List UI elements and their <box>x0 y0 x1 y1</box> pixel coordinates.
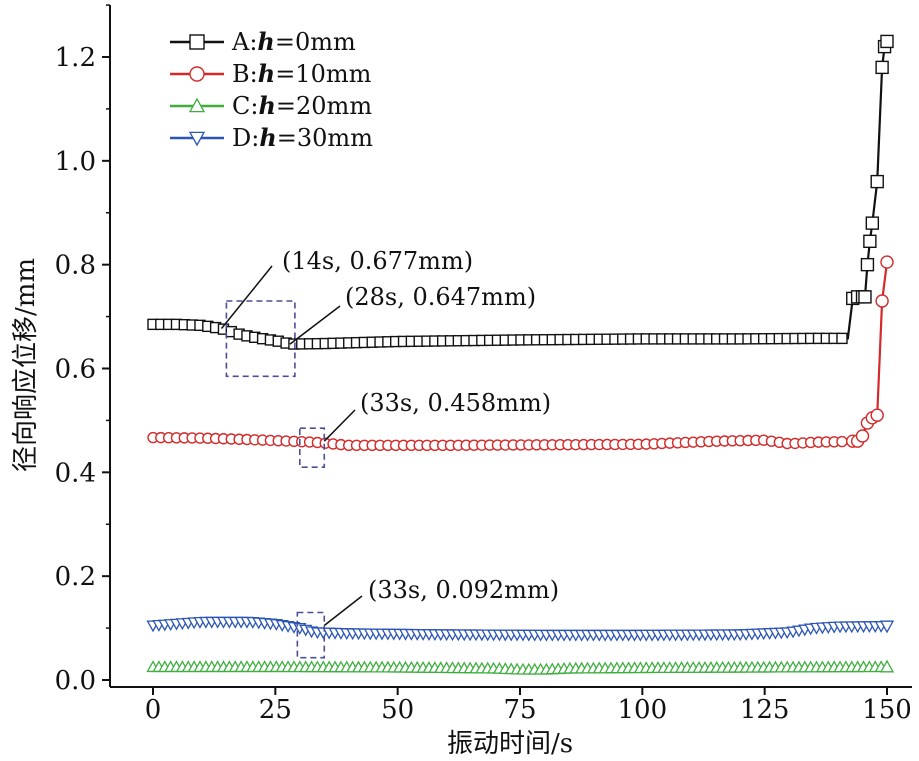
legend-item-a: A:h=0mm <box>170 27 356 56</box>
data-point <box>870 174 884 189</box>
x-tick-label: 100 <box>618 695 668 725</box>
annotation-label: (14s, 0.677mm) <box>282 247 473 275</box>
legend-label: D:h=30mm <box>232 123 373 152</box>
data-point <box>879 620 895 634</box>
x-tick-label: 0 <box>145 695 162 725</box>
annotation-label: (28s, 0.647mm) <box>345 283 536 311</box>
data-point <box>875 60 889 75</box>
legend: A:h=0mm B:h=10mm C:h=20mm D:h=30mm <box>170 27 373 152</box>
data-point <box>860 257 875 272</box>
legend-item-d: D:h=30mm <box>170 123 373 152</box>
annotation-label: (33s, 0.458mm) <box>360 389 551 417</box>
series-d <box>146 616 895 642</box>
highlight-box <box>298 427 326 468</box>
data-point <box>875 294 889 308</box>
y-axis-title: 径向响应位移/mm <box>11 258 41 472</box>
y-tick-label: 0.4 <box>55 458 96 488</box>
legend-label: B:h=10mm <box>232 59 372 88</box>
annotation-leader <box>323 595 363 627</box>
series-c <box>146 659 895 675</box>
annotation: (28s, 0.647mm) <box>289 283 536 345</box>
y-tick-label: 0.8 <box>55 251 96 281</box>
x-axis-title: 振动时间/s <box>447 729 573 759</box>
legend-marker <box>189 66 205 82</box>
legend-label: C:h=20mm <box>232 91 372 120</box>
highlight-box <box>296 611 326 659</box>
series-layer <box>146 34 895 675</box>
annotation: (33s, 0.092mm) <box>323 576 559 627</box>
data-point <box>836 435 848 448</box>
y-tick-label: 0.6 <box>55 355 96 385</box>
axes <box>109 5 912 688</box>
y-tick-label: 0.2 <box>55 562 96 592</box>
annotation-leader <box>323 409 356 442</box>
series-a <box>147 34 894 350</box>
data-point <box>880 34 894 49</box>
data-point <box>858 290 872 304</box>
data-point <box>870 408 884 422</box>
legend-marker <box>188 97 206 113</box>
x-tick-label: 25 <box>259 695 292 725</box>
y-tick-label: 0.0 <box>55 666 96 696</box>
legend-item-b: B:h=10mm <box>170 59 372 88</box>
highlight-box <box>225 300 296 378</box>
y-tick-label: 1.0 <box>55 147 96 177</box>
x-tick-label: 125 <box>740 695 790 725</box>
tick-layer: 0 25 50 75 100 125 150 0.0 0.2 0.4 0.6 0.8 1.0 1.2 <box>55 4 912 725</box>
data-point <box>855 429 870 443</box>
legend-item-c: C:h=20mm <box>170 91 372 120</box>
legend-marker <box>188 131 206 147</box>
x-tick-label: 75 <box>503 695 536 725</box>
annotations: (14s, 0.677mm) (28s, 0.647mm) (33s, 0.458m… <box>220 247 559 627</box>
y-tick-label: 1.2 <box>55 43 96 73</box>
x-tick-label: 50 <box>381 695 414 725</box>
x-tick-label: 150 <box>862 695 912 725</box>
annotation-label: (33s, 0.092mm) <box>368 576 559 604</box>
data-point <box>865 216 880 230</box>
highlight-layer <box>225 300 326 659</box>
annotation-leader <box>289 305 341 345</box>
data-point <box>880 255 894 269</box>
annotation-leader <box>220 265 273 329</box>
data-point <box>863 234 877 249</box>
data-point <box>836 332 848 345</box>
annotation: (14s, 0.677mm) <box>220 247 473 329</box>
data-point <box>879 659 895 673</box>
annotation: (33s, 0.458mm) <box>323 389 551 442</box>
legend-marker <box>189 34 205 50</box>
series-b <box>147 255 894 452</box>
legend-label: A:h=0mm <box>231 27 356 56</box>
